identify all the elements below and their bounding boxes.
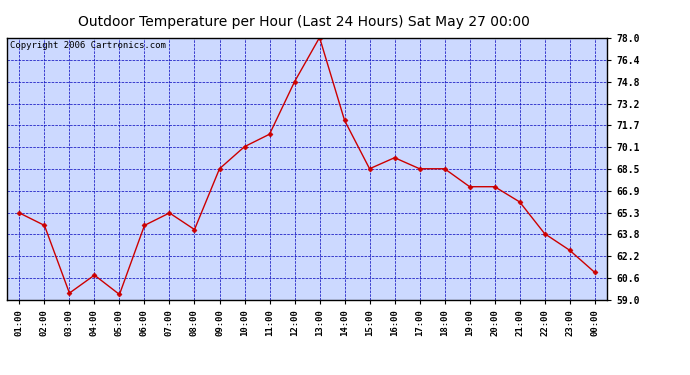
Text: Outdoor Temperature per Hour (Last 24 Hours) Sat May 27 00:00: Outdoor Temperature per Hour (Last 24 Ho… [78, 15, 529, 29]
Text: Copyright 2006 Cartronics.com: Copyright 2006 Cartronics.com [10, 42, 166, 51]
